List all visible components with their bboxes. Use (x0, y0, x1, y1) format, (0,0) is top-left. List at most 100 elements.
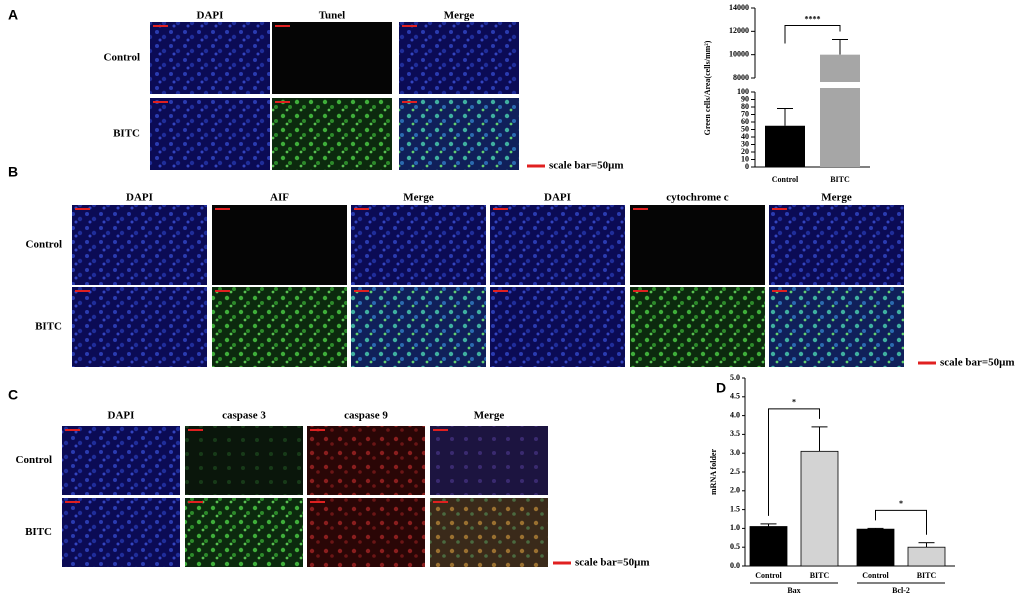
micrograph (430, 498, 548, 567)
x-tick-label: BITC (917, 571, 937, 580)
x-tick-label: Control (862, 571, 889, 580)
bar (907, 546, 946, 567)
bar (749, 526, 788, 567)
bar (800, 450, 839, 567)
column-header: Merge (474, 410, 505, 422)
panel-label: D (716, 380, 726, 396)
y-tick-label: 30 (741, 139, 749, 148)
micrograph (72, 287, 207, 367)
y-axis-label: Green cells/Area(cells/mm²) (703, 40, 712, 135)
micrograph (630, 287, 765, 367)
column-header: DAPI (108, 410, 135, 422)
row-label: Control (26, 239, 62, 251)
scale-bar-label: scale bar=50μm (575, 557, 650, 569)
micrograph (272, 22, 392, 94)
micrograph (62, 426, 180, 495)
micrograph (399, 98, 519, 170)
y-tick-label: 2.5 (730, 467, 740, 476)
y-tick-label: 8000 (733, 73, 749, 82)
column-header: caspase 9 (344, 410, 388, 422)
y-tick-label: 70 (741, 109, 749, 118)
significance-bracket (875, 509, 927, 535)
y-tick-label: 1.0 (730, 523, 740, 532)
y-tick-label: 3.5 (730, 429, 740, 438)
micrograph (769, 205, 904, 285)
micrograph (185, 498, 303, 567)
micrograph (490, 205, 625, 285)
y-tick-label: 10000 (729, 49, 749, 58)
micrograph (630, 205, 765, 285)
y-tick-label: 12000 (729, 26, 749, 35)
row-label: BITC (113, 128, 140, 140)
y-tick-label: 0 (745, 162, 749, 171)
micrograph (272, 98, 392, 170)
micrograph (150, 98, 270, 170)
micrograph (351, 287, 486, 367)
y-tick-label: 50 (741, 124, 749, 133)
significance-label: * (899, 499, 903, 508)
column-header: cytochrome c (666, 192, 729, 204)
column-header: Merge (403, 192, 434, 204)
bar (820, 54, 860, 167)
column-header: DAPI (197, 10, 224, 22)
y-tick-label: 10 (741, 154, 749, 163)
column-header: Tunel (319, 10, 346, 22)
y-tick-label: 0.5 (730, 542, 740, 551)
bar (765, 125, 805, 167)
micrograph (351, 205, 486, 285)
micrograph (430, 426, 548, 495)
y-tick-label: 4.5 (730, 392, 740, 401)
micrograph (769, 287, 904, 367)
y-tick-label: 80 (741, 102, 749, 111)
panel-label: A (8, 7, 18, 23)
micrograph (62, 498, 180, 567)
y-axis-label: mRNA folder (709, 449, 718, 495)
column-header: DAPI (126, 192, 153, 204)
y-tick-label: 2.0 (730, 486, 740, 495)
y-tick-label: 3.0 (730, 448, 740, 457)
row-label: Control (16, 454, 52, 466)
y-tick-label: 20 (741, 147, 749, 156)
group-label: Bcl-2 (892, 586, 910, 595)
significance-label: * (792, 398, 796, 407)
y-tick-label: 100 (737, 87, 749, 96)
y-tick-label: 1.5 (730, 504, 740, 513)
x-tick-label: BITC (830, 175, 850, 184)
group-label: Bax (787, 586, 800, 595)
x-tick-label: Control (772, 175, 799, 184)
row-label: BITC (25, 526, 52, 538)
panel-label: B (8, 164, 18, 180)
micrograph (490, 287, 625, 367)
column-header: DAPI (544, 192, 571, 204)
y-tick-label: 14000 (729, 3, 749, 12)
y-tick-label: 0.0 (730, 561, 740, 570)
micrograph (150, 22, 270, 94)
micrograph (212, 205, 347, 285)
panel-label: C (8, 387, 18, 403)
micrograph (307, 426, 425, 495)
scale-bar-label: scale bar=50μm (940, 357, 1015, 369)
micrograph (185, 426, 303, 495)
y-tick-label: 40 (741, 132, 749, 141)
axis-break-gap (756, 82, 868, 88)
row-label: Control (104, 52, 140, 64)
bar (856, 528, 895, 567)
y-tick-label: 60 (741, 117, 749, 126)
micrograph (307, 498, 425, 567)
x-tick-label: BITC (810, 571, 830, 580)
column-header: AIF (270, 192, 289, 204)
significance-bracket (784, 25, 841, 44)
significance-bracket (768, 408, 820, 516)
scale-bar-label: scale bar=50μm (549, 160, 624, 172)
column-header: caspase 3 (222, 410, 266, 422)
column-header: Merge (821, 192, 852, 204)
row-label: BITC (35, 321, 62, 333)
column-header: Merge (444, 10, 475, 22)
y-tick-label: 4.0 (730, 410, 740, 419)
y-tick-label: 5.0 (730, 373, 740, 382)
significance-label: **** (805, 14, 821, 23)
y-tick-label: 90 (741, 94, 749, 103)
micrograph (212, 287, 347, 367)
micrograph (399, 22, 519, 94)
